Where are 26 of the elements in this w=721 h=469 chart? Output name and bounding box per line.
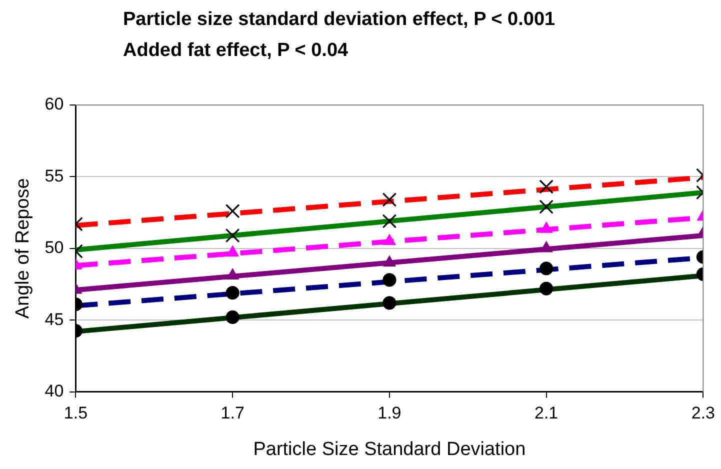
x-tick-label: 1.5 bbox=[64, 404, 88, 423]
point bbox=[382, 192, 397, 207]
y-tick-label: 55 bbox=[44, 166, 64, 186]
x-tick-label: 2.1 bbox=[534, 404, 558, 423]
point bbox=[539, 180, 554, 194]
point bbox=[540, 242, 552, 252]
chart-title: Particle size standard deviation effect, P < 0.001 bbox=[123, 9, 556, 31]
y-axis-title: Angle of Repose bbox=[12, 178, 34, 319]
point bbox=[382, 214, 397, 228]
x-tick-label: 1.7 bbox=[220, 404, 244, 423]
point bbox=[382, 273, 396, 287]
x-tick-label: 2.3 bbox=[691, 404, 716, 423]
point bbox=[382, 296, 396, 310]
y-tick-label: 60 bbox=[44, 94, 64, 114]
point bbox=[540, 222, 552, 233]
y-tick-label: 50 bbox=[44, 238, 64, 258]
point bbox=[383, 234, 396, 246]
point bbox=[383, 256, 396, 267]
x-tick-label: 1.9 bbox=[378, 404, 402, 423]
chart-subtitle: Added fat effect, P < 0.04 bbox=[123, 40, 348, 62]
y-tick-label: 40 bbox=[44, 381, 64, 400]
point bbox=[539, 200, 554, 214]
point bbox=[226, 246, 239, 256]
point bbox=[226, 268, 239, 280]
x-axis-title: Particle Size Standard Deviation bbox=[253, 438, 526, 460]
y-tick-label: 45 bbox=[44, 310, 64, 329]
